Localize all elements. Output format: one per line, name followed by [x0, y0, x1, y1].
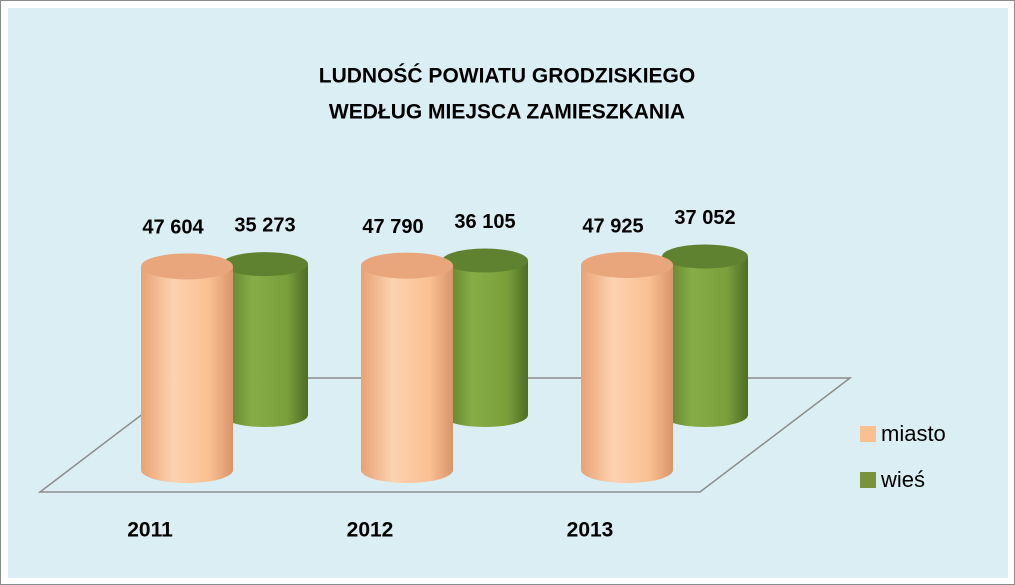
cylinder-top — [581, 252, 673, 278]
cylinder-body — [141, 266, 233, 483]
cylinder — [141, 253, 233, 483]
cylinder-body — [662, 256, 748, 427]
legend-label: wieś — [880, 467, 925, 492]
cylinder-body — [442, 260, 528, 427]
x-tick-label: 2011 — [127, 519, 173, 542]
legend-swatch — [860, 472, 876, 488]
value-label: 35 273 — [234, 214, 295, 236]
value-label: 47 925 — [582, 215, 643, 237]
cylinder-body — [581, 265, 673, 483]
value-label: 47 604 — [142, 217, 204, 239]
value-label: 37 052 — [674, 207, 735, 229]
cylinder — [361, 252, 453, 483]
chart-title: LUDNOŚĆ POWIATU GRODZISKIEGO — [319, 64, 695, 88]
x-tick-label: 2012 — [347, 519, 394, 542]
cylinder-top — [222, 252, 308, 277]
cylinder — [222, 252, 308, 427]
cylinder — [581, 252, 673, 483]
cylinder-top — [442, 248, 528, 273]
cylinder — [442, 248, 528, 427]
cylinder-body — [222, 264, 308, 427]
cylinder — [662, 244, 748, 427]
x-tick-label: 2013 — [567, 519, 614, 542]
legend-swatch — [860, 426, 876, 442]
cylinder-top — [141, 253, 233, 280]
cylinder-top — [662, 244, 748, 269]
cylinder-body — [361, 265, 453, 483]
legend-label: miasto — [881, 421, 946, 446]
chart-title: WEDŁUG MIEJSCA ZAMIESZKANIA — [329, 101, 685, 124]
value-label: 36 105 — [454, 211, 515, 233]
floor — [37, 377, 853, 493]
value-label: 47 790 — [362, 216, 423, 238]
cylinder-top — [361, 252, 453, 279]
